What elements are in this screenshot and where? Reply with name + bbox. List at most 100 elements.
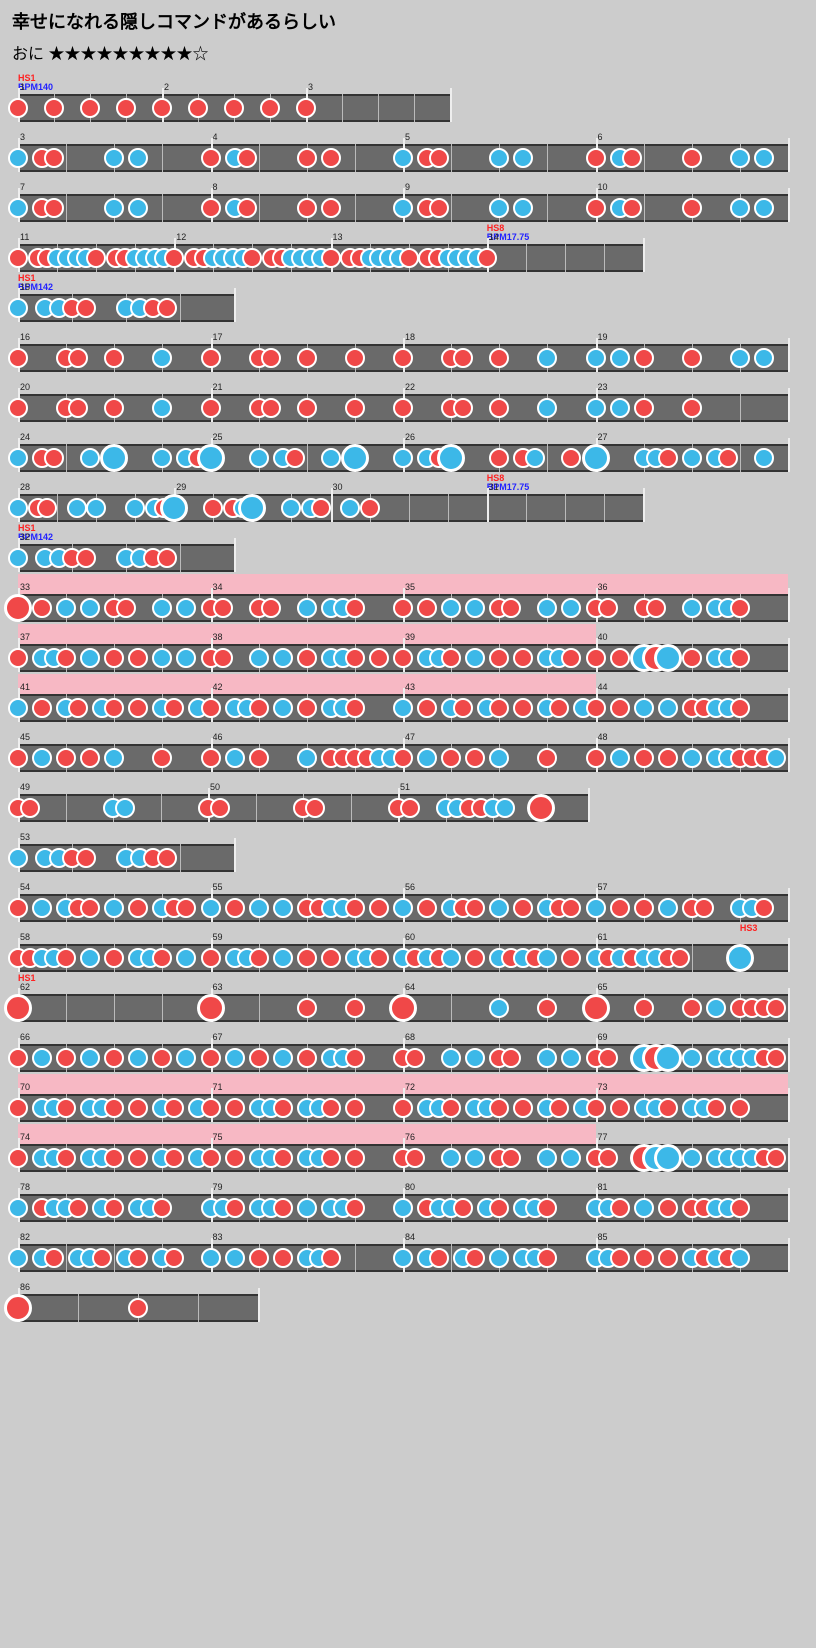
don-note: [393, 748, 413, 768]
don-big-note: [389, 994, 417, 1022]
don-note: [201, 198, 221, 218]
don-note: [201, 1098, 221, 1118]
don-note: [489, 1098, 509, 1118]
don-note: [477, 248, 497, 268]
measure-number: 61: [598, 932, 608, 942]
don-note: [273, 1248, 293, 1268]
don-note: [453, 698, 473, 718]
kat-note: [537, 1148, 557, 1168]
don-note: [128, 698, 148, 718]
don-note: [249, 1048, 269, 1068]
don-note: [104, 648, 124, 668]
measure-number: 5: [405, 132, 410, 142]
don-note: [586, 198, 606, 218]
don-note: [537, 1198, 557, 1218]
barline-minor: [162, 994, 163, 1022]
kat-note: [273, 1048, 293, 1068]
kat-note: [489, 998, 509, 1018]
kat-note: [489, 748, 509, 768]
don-note: [646, 598, 666, 618]
barline-major: [234, 288, 236, 322]
measure-number: 25: [213, 432, 223, 442]
gogo-bg: [18, 674, 211, 694]
measure-number: 2: [164, 82, 169, 92]
measure-number: 35: [405, 582, 415, 592]
kat-note: [297, 598, 317, 618]
don-note: [116, 98, 136, 118]
measure-number: 78: [20, 1182, 30, 1192]
kat-note: [754, 348, 774, 368]
don-note: [586, 748, 606, 768]
don-note: [489, 1198, 509, 1218]
don-note: [56, 1148, 76, 1168]
don-note: [104, 348, 124, 368]
don-note: [285, 448, 305, 468]
don-note: [152, 1198, 172, 1218]
don-note: [152, 748, 172, 768]
don-note: [273, 1198, 293, 1218]
barline-minor: [351, 794, 352, 822]
kat-big-note: [654, 644, 682, 672]
don-note: [68, 348, 88, 368]
barline-minor: [355, 194, 356, 222]
kat-note: [537, 948, 557, 968]
don-note: [8, 1148, 28, 1168]
don-note: [345, 598, 365, 618]
measure-number: 57: [598, 882, 608, 892]
barline-minor: [161, 794, 162, 822]
measure-track: [18, 194, 788, 222]
don-note: [429, 198, 449, 218]
don-note: [586, 648, 606, 668]
barline-minor: [66, 444, 67, 472]
don-note: [201, 148, 221, 168]
don-note: [224, 98, 244, 118]
measure-number: 3: [308, 82, 313, 92]
measure-track: [18, 344, 788, 372]
don-note: [80, 98, 100, 118]
kat-big-note: [238, 494, 266, 522]
don-note: [297, 698, 317, 718]
kat-note: [393, 698, 413, 718]
measure-number: 54: [20, 882, 30, 892]
kat-note: [152, 648, 172, 668]
don-note: [32, 698, 52, 718]
kat-note: [441, 948, 461, 968]
don-note: [213, 598, 233, 618]
measure-number: 56: [405, 882, 415, 892]
barline-major: [788, 188, 790, 222]
kat-note: [8, 1248, 28, 1268]
barline-major: [788, 988, 790, 1022]
kat-note: [634, 1198, 654, 1218]
don-note: [44, 1248, 64, 1268]
don-note: [44, 98, 64, 118]
don-note: [157, 298, 177, 318]
kat-note: [249, 648, 269, 668]
kat-note: [525, 448, 545, 468]
measure-track: [18, 994, 788, 1022]
don-note: [157, 848, 177, 868]
don-note: [682, 398, 702, 418]
kat-note: [176, 1048, 196, 1068]
kat-note: [489, 148, 509, 168]
don-note: [513, 648, 533, 668]
kat-note: [537, 348, 557, 368]
don-note: [104, 948, 124, 968]
measure-number: 82: [20, 1232, 30, 1242]
barline-minor: [740, 394, 741, 422]
barline-minor: [114, 1244, 115, 1272]
don-note: [37, 498, 57, 518]
don-note: [44, 198, 64, 218]
measure-track: [18, 794, 588, 822]
don-note: [489, 448, 509, 468]
barline-minor: [256, 794, 257, 822]
don-note: [345, 1048, 365, 1068]
measure-number: 60: [405, 932, 415, 942]
kat-note: [537, 598, 557, 618]
measure-number: 49: [20, 782, 30, 792]
barline-minor: [198, 1294, 199, 1322]
barline-major: [788, 938, 790, 972]
measure-number: 9: [405, 182, 410, 192]
kat-big-note: [582, 444, 610, 472]
measure-track: [18, 894, 788, 922]
measure-number: 65: [598, 982, 608, 992]
